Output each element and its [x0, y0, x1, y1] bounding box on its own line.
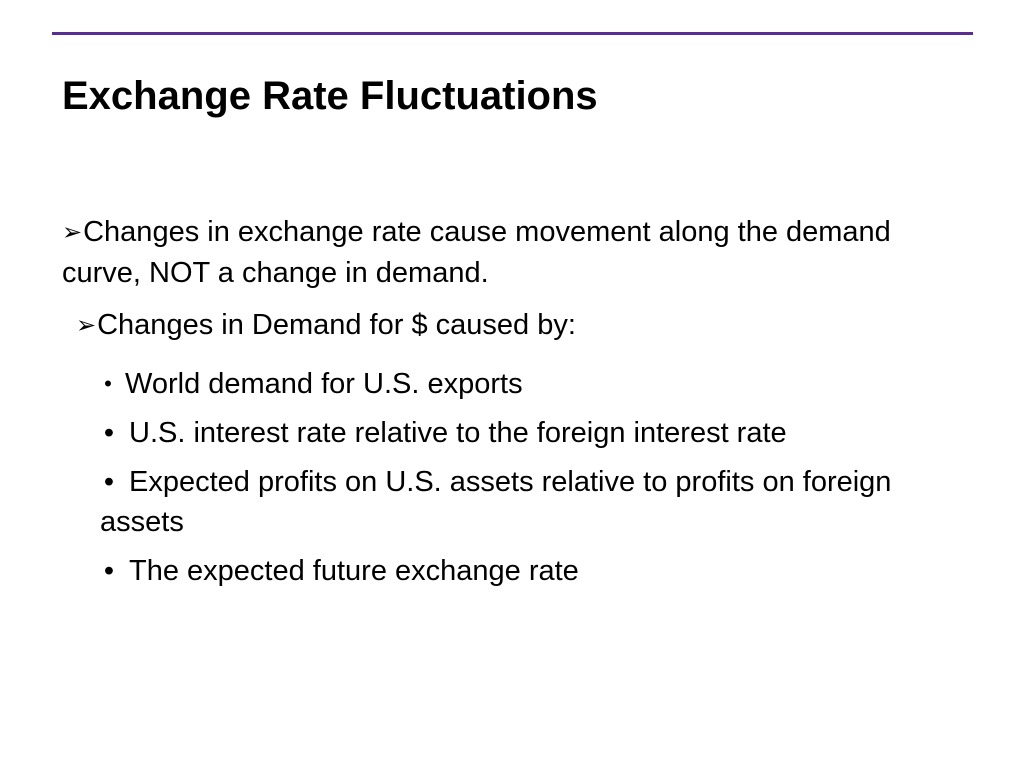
list-item-text: Expected profits on U.S. assets relative…	[100, 466, 892, 538]
bullet-dot-icon: •	[103, 417, 115, 449]
bullet-list: • World demand for U.S. exports • U.S. int…	[100, 364, 950, 600]
bullet-dot-icon: •	[103, 555, 115, 587]
bullet-dot-icon: •	[103, 466, 115, 498]
list-item-text: World demand for U.S. exports	[125, 368, 523, 400]
list-item-text: U.S. interest rate relative to the forei…	[129, 417, 787, 449]
sub-point-text: Changes in Demand for $ caused by:	[97, 309, 576, 341]
slide-title: Exchange Rate Fluctuations	[62, 74, 598, 118]
main-point: ➢Changes in exchange rate cause movement…	[62, 212, 962, 293]
list-item: • Expected profits on U.S. assets relativ…	[100, 462, 950, 542]
sub-point: ➢Changes in Demand for $ caused by:	[76, 305, 576, 346]
arrow-bullet-icon: ➢	[62, 219, 83, 246]
bullet-dot-icon: •	[104, 371, 112, 396]
list-item: • World demand for U.S. exports	[100, 364, 950, 404]
main-point-text: Changes in exchange rate cause movement …	[62, 216, 891, 289]
list-item: • The expected future exchange rate	[100, 551, 950, 591]
arrow-bullet-icon: ➢	[76, 312, 97, 339]
top-divider-line	[52, 32, 973, 35]
list-item-text: The expected future exchange rate	[129, 555, 579, 587]
list-item: • U.S. interest rate relative to the fore…	[100, 413, 950, 453]
